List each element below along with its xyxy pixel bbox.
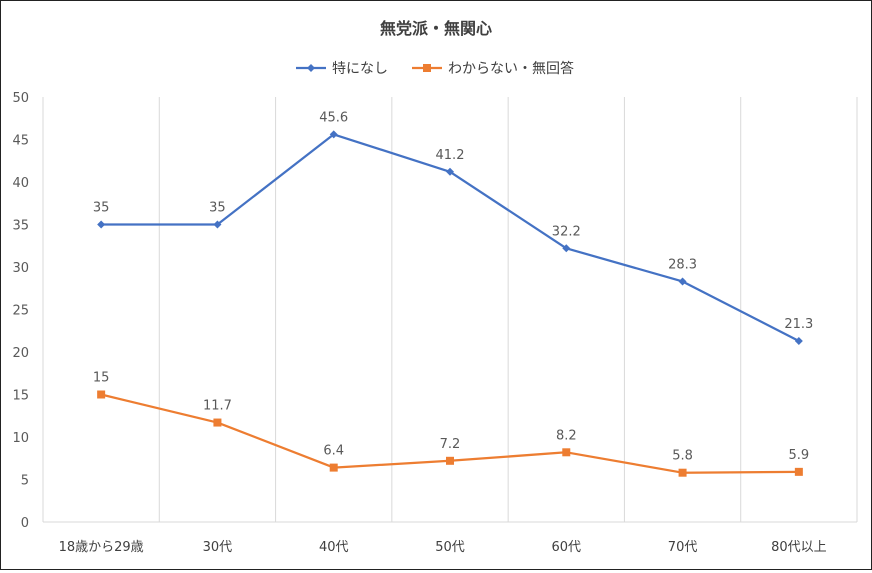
- y-tick-label: 0: [21, 516, 29, 531]
- y-tick-label: 15: [12, 389, 29, 404]
- y-tick-label: 10: [12, 431, 29, 446]
- data-point-marker: [97, 390, 106, 399]
- y-axis: 0 5 10 15 20 25 30 35 40 45 50: [12, 91, 29, 531]
- data-label: 32.2: [552, 224, 581, 239]
- x-tick-label: 40代: [319, 540, 349, 555]
- data-label: 5.8: [672, 449, 693, 464]
- data-label: 7.2: [440, 437, 461, 452]
- legend-item: 特になし: [296, 61, 388, 77]
- y-tick-label: 45: [12, 134, 29, 149]
- y-tick-label: 30: [12, 261, 29, 276]
- data-point-marker: [678, 277, 687, 286]
- legend: 特になし わからない・無回答: [296, 60, 574, 77]
- data-point-marker: [794, 467, 803, 476]
- y-tick-label: 25: [12, 304, 29, 319]
- data-point-marker: [446, 167, 454, 176]
- data-point-marker: [329, 463, 338, 472]
- data-point-marker: [213, 418, 222, 427]
- x-tick-label: 18歳から29歳: [59, 540, 144, 555]
- data-point-marker: [329, 130, 338, 139]
- y-tick-label: 5: [21, 474, 29, 489]
- data-label: 21.3: [784, 317, 813, 332]
- x-tick-label: 30代: [203, 540, 233, 555]
- data-point-marker: [97, 220, 106, 229]
- x-tick-label: 80代以上: [771, 540, 827, 555]
- x-tick-label: 50代: [435, 540, 465, 555]
- data-label: 11.7: [203, 399, 232, 414]
- data-label: 35: [209, 201, 226, 216]
- gridlines: [42, 97, 858, 523]
- x-tick-label: 60代: [552, 540, 582, 555]
- data-label: 6.4: [323, 444, 344, 459]
- legend-label: わからない・無回答: [448, 60, 574, 77]
- chart-title: 無党派・無関心: [380, 19, 492, 38]
- y-tick-label: 40: [12, 176, 29, 191]
- data-point-marker: [213, 220, 222, 229]
- legend-marker: [307, 64, 315, 72]
- y-tick-label: 20: [12, 346, 29, 361]
- data-point-marker: [678, 468, 687, 477]
- data-label: 45.6: [319, 110, 348, 125]
- data-label: 8.2: [556, 428, 577, 443]
- x-tick-label: 70代: [668, 540, 698, 555]
- data-label: 5.9: [789, 448, 810, 463]
- series-1: 35 35 45.6 41.2 32.2 28.3 21.3: [93, 110, 813, 345]
- legend-marker: [423, 64, 431, 72]
- data-label: 28.3: [668, 257, 697, 272]
- series-line: [101, 133, 800, 342]
- data-label: 35: [93, 201, 110, 216]
- data-point-marker: [562, 448, 571, 457]
- data-label: 15: [93, 371, 110, 386]
- data-point-marker: [794, 336, 803, 345]
- data-point-marker: [446, 456, 454, 465]
- y-tick-label: 50: [12, 91, 29, 106]
- data-label: 41.2: [436, 148, 465, 163]
- x-axis: 18歳から29歳 30代 40代 50代 60代 70代 80代以上: [59, 540, 827, 555]
- series-2: 15 11.7 6.4 7.2 8.2 5.8 5.9: [93, 371, 809, 477]
- y-tick-label: 35: [12, 219, 29, 234]
- legend-item: わからない・無回答: [412, 60, 574, 77]
- data-point-marker: [562, 244, 571, 253]
- series-group: 35 35 45.6 41.2 32.2 28.3 21.3 15 11.7 6.4 7.2 8.2 5…: [93, 110, 813, 477]
- legend-label: 特になし: [332, 61, 388, 77]
